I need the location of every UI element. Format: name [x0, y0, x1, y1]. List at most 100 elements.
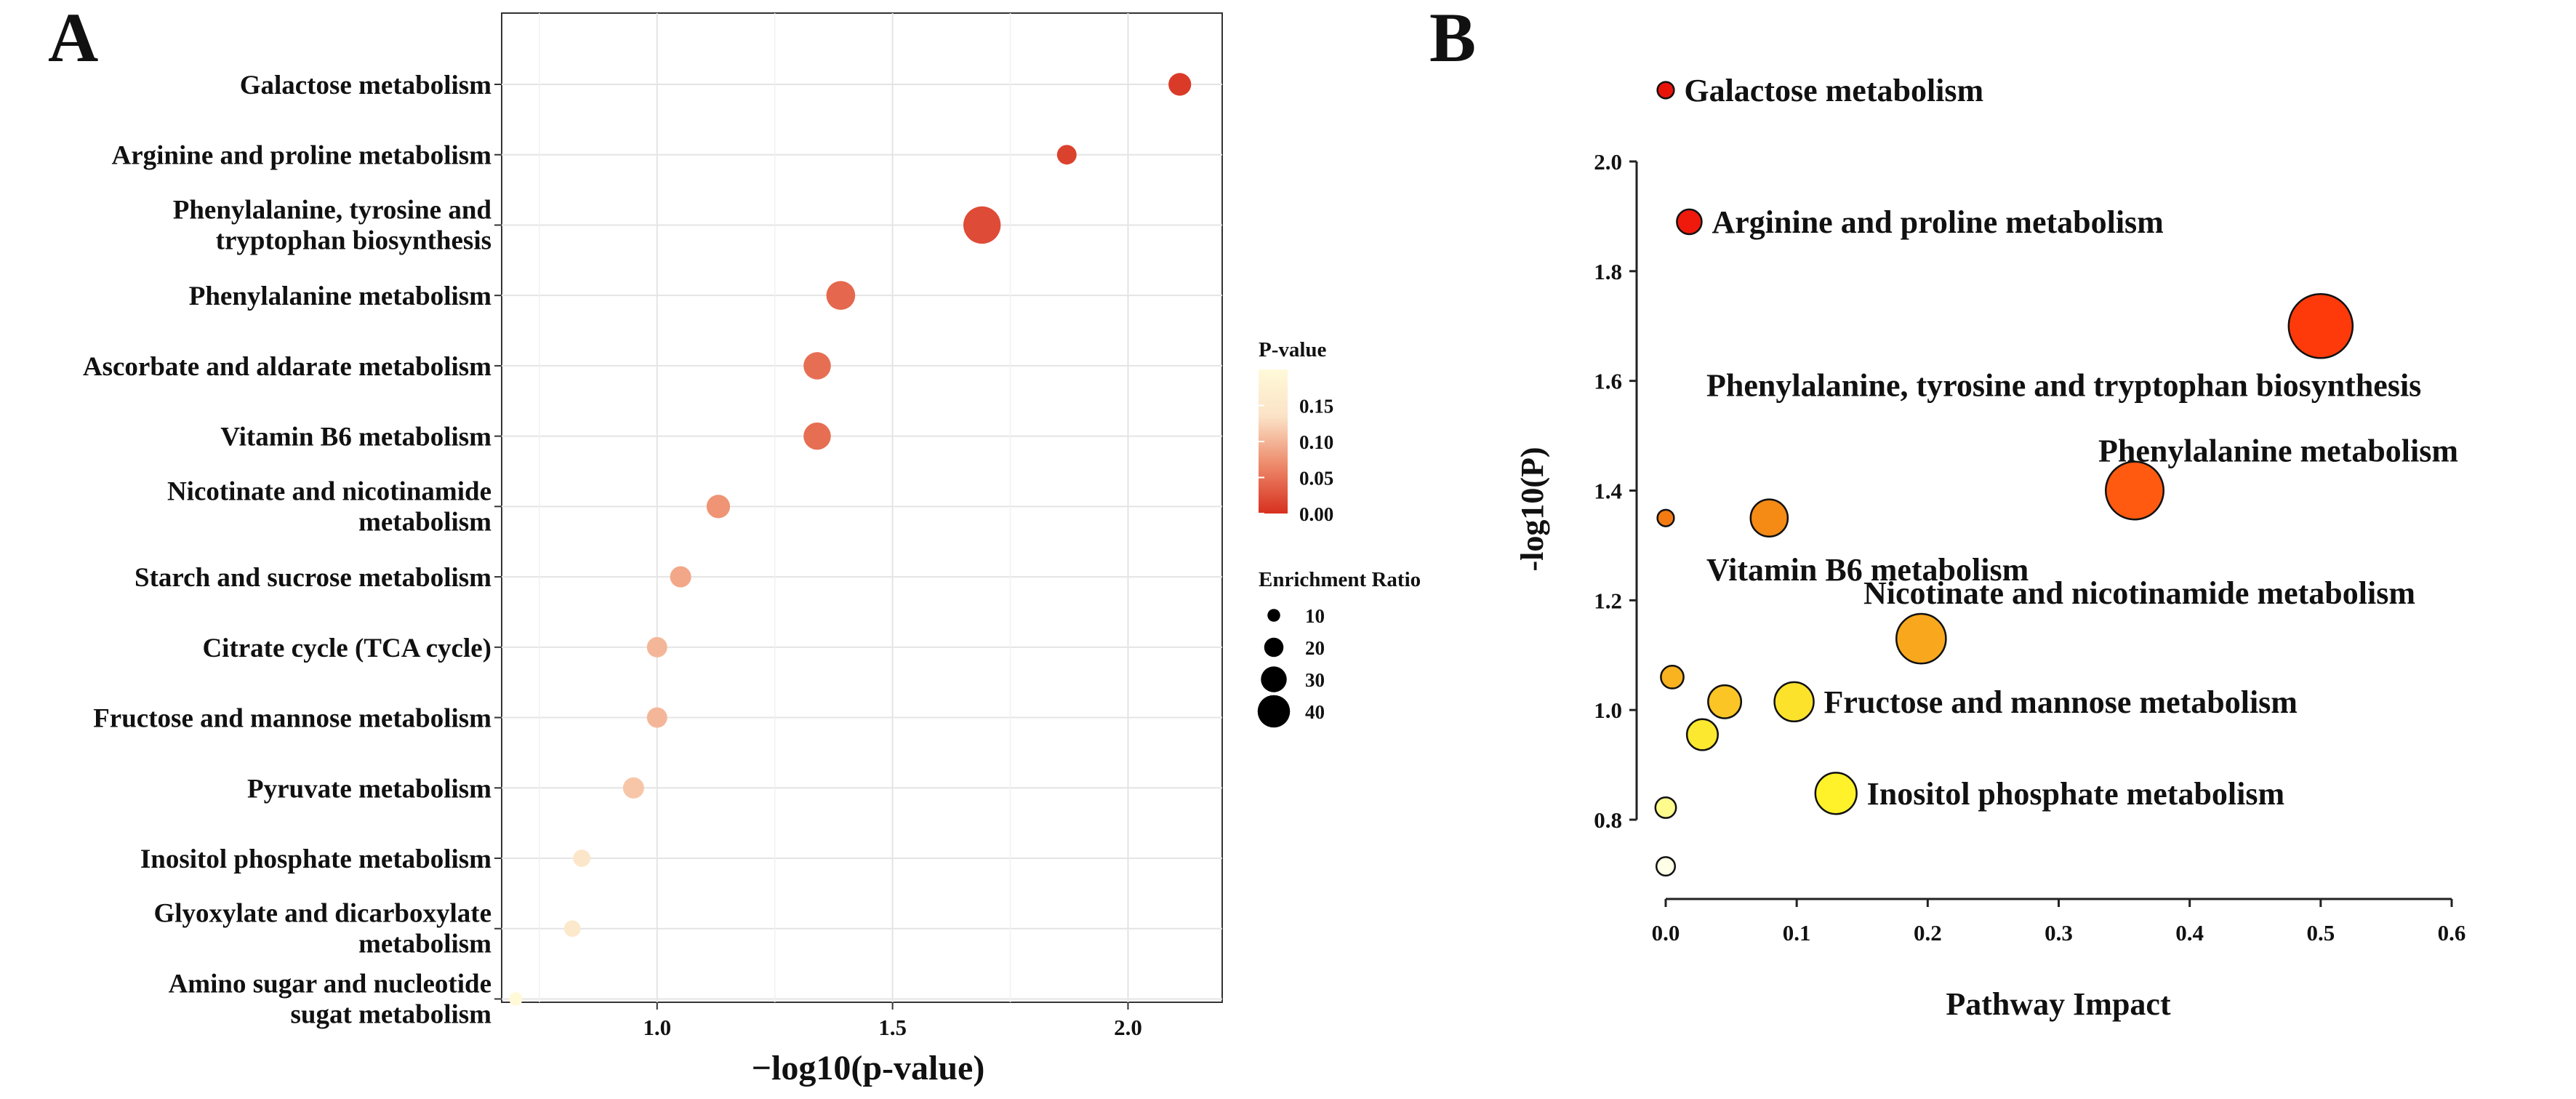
size-legend-label: 10: [1305, 605, 1325, 627]
panel-b-x-ticks: 0.0 0.1 0.2 0.3 0.4 0.5 0.6: [1652, 899, 2466, 946]
panel-b-y-ticks: 0.8 1.0 1.2 1.4 1.6 1.8 2.0: [1594, 149, 1637, 833]
pathway-dot: [509, 992, 523, 1006]
panel-b-x-tick-label: 0.2: [1914, 920, 1942, 946]
pathway-bubble: [1814, 772, 1858, 815]
size-legend-dot: [1267, 609, 1280, 622]
panel-a-gridlines: [502, 13, 1222, 1002]
panel-b-x-tick-label: 0.5: [2306, 920, 2335, 946]
pathway-bubble: [1676, 208, 1703, 236]
colorbar-tick-label: 0.05: [1299, 468, 1333, 489]
size-legend-label: 20: [1305, 637, 1325, 659]
pathway-bubble: [1654, 796, 1677, 819]
panel-b-y-tick-label: 0.8: [1594, 807, 1622, 833]
panel-a-x-tick-label: 1.0: [643, 1015, 671, 1040]
pathway-bubble: [1895, 612, 1947, 665]
pathway-bubble: [2287, 292, 2354, 359]
pathway-dot: [963, 206, 1001, 244]
pathway-dot: [622, 777, 644, 799]
panel-letter-a: A: [48, 0, 98, 76]
bubble-label: Nicotinate and nicotinamide metabolism: [1863, 575, 2415, 611]
size-legend-label: 30: [1305, 669, 1325, 691]
panel-b-y-tick-label: 1.6: [1594, 369, 1622, 394]
enrichment-ratio-legend-items: 10 20 30 40: [1257, 605, 1325, 728]
panel-b-bubbles: [1654, 81, 2354, 877]
category-label: Phenylalanine metabolism: [189, 281, 491, 311]
pathway-bubble: [1656, 81, 1675, 100]
pathway-bubble: [1685, 718, 1719, 751]
bubble-label: Fructose and mannose metabolism: [1824, 684, 2298, 720]
pathway-dot: [1056, 145, 1077, 165]
category-label: Nicotinate and nicotinamide metabolism: [167, 476, 491, 537]
size-legend-dot: [1264, 637, 1284, 658]
pathway-bubble: [1749, 498, 1789, 538]
pathway-bubble: [1656, 508, 1675, 527]
bubble-label: Phenylalanine, tyrosine and tryptophan b…: [1706, 367, 2421, 403]
category-label: Starch and sucrose metabolism: [135, 563, 491, 593]
panel-b-x-tick-label: 0.1: [1783, 920, 1811, 946]
panel-b-x-tick-label: 0.3: [2045, 920, 2073, 946]
panel-a-dots: [509, 73, 1192, 1006]
panel-b-y-tick-label: 1.2: [1594, 588, 1622, 613]
panel-a-plot-area: [501, 12, 1223, 1003]
pathway-dot: [573, 850, 591, 867]
category-label: Glyoxylate and dicarboxylate metabolism: [153, 899, 491, 959]
pathway-dot: [803, 422, 831, 450]
enrichment-ratio-size-legend: Enrichment Ratio 10 20 30 40: [1257, 568, 1421, 728]
pathway-dot: [646, 636, 667, 658]
panel-b-x-tick-label: 0.6: [2438, 920, 2466, 946]
panel-a-x-axis-title: −log10(p-value): [752, 1049, 985, 1087]
category-label: Ascorbate and aldarate metabolism: [83, 352, 491, 382]
panel-b-x-tick-label: 0.4: [2175, 920, 2204, 946]
panel-b-y-axis-title: -log10(P): [1514, 447, 1550, 571]
category-label: Amino sugar and nucleotide sugat metaboli…: [169, 969, 492, 1029]
pathway-bubble: [2104, 460, 2165, 521]
pathway-dot: [826, 281, 856, 311]
panel-a-dot-plot: Galactose metabolism Arginine and proline…: [83, 12, 1223, 1087]
category-label: Arginine and proline metabolism: [112, 141, 492, 171]
colorbar-tick-label: 0.00: [1299, 503, 1333, 525]
category-label: Inositol phosphate metabolism: [140, 844, 491, 874]
panel-b-y-tick-label: 1.8: [1594, 259, 1622, 284]
category-label: Fructose and mannose metabolism: [93, 704, 491, 734]
pathway-bubble: [1707, 684, 1743, 719]
size-legend-dot: [1261, 666, 1287, 692]
pathway-dot: [1168, 73, 1192, 96]
pathway-dot: [706, 495, 731, 519]
bubble-label: Arginine and proline metabolism: [1712, 204, 2163, 240]
bubble-label: Vitamin B6 metabolism: [1706, 552, 2029, 588]
panel-b-x-tick-label: 0.0: [1652, 920, 1680, 946]
bubble-label: Galactose metabolism: [1684, 73, 1983, 108]
panel-b-y-tick-label: 1.4: [1594, 479, 1622, 504]
panel-b-pathway-impact-plot: 0.8 1.0 1.2 1.4 1.6 1.8 2.0 0.0 0.1 0.2 0.3 0.4 0.5…: [1514, 73, 2465, 1022]
panel-b-y-tick-label: 1.0: [1594, 698, 1622, 723]
panel-a-category-labels: Galactose metabolism Arginine and proline…: [83, 71, 502, 1029]
pathway-bubble: [1655, 856, 1677, 877]
category-label: Vitamin B6 metabolism: [220, 423, 491, 452]
category-label: Galactose metabolism: [240, 71, 491, 100]
size-legend-dot: [1257, 695, 1291, 728]
category-label: Phenylalanine, tyrosine and tryptophan bi…: [173, 195, 492, 255]
pathway-dot: [803, 352, 831, 380]
panel-letter-b: B: [1429, 0, 1476, 76]
p-value-legend-title: P-value: [1259, 338, 1327, 361]
pathway-dot: [670, 566, 691, 588]
panel-a-x-tick-label: 2.0: [1114, 1015, 1142, 1040]
panel-b-x-axis-title: Pathway Impact: [1946, 986, 2171, 1022]
p-value-color-legend: P-value 0.15 0.10 0.05 0.00: [1259, 338, 1333, 525]
panel-b-y-tick-label: 2.0: [1594, 149, 1622, 175]
colorbar-tick-label: 0.15: [1299, 396, 1333, 417]
size-legend-label: 40: [1305, 701, 1325, 723]
pathway-bubble: [1773, 681, 1815, 723]
pathway-bubble: [1660, 665, 1685, 690]
colorbar-tick-label: 0.10: [1299, 431, 1333, 453]
p-value-colorbar-ticks: 0.15 0.10 0.05 0.00: [1259, 396, 1333, 525]
pathway-dot: [563, 920, 581, 938]
bubble-label: Inositol phosphate metabolism: [1867, 776, 2285, 812]
category-label: Pyruvate metabolism: [247, 774, 491, 804]
category-label: Citrate cycle (TCA cycle): [202, 634, 491, 663]
pathway-dot: [646, 707, 667, 728]
bubble-label: Phenylalanine metabolism: [2098, 433, 2458, 469]
enrichment-ratio-legend-title: Enrichment Ratio: [1259, 568, 1421, 591]
panel-a-x-ticks: 1.0 1.5 2.0: [643, 1002, 1142, 1040]
